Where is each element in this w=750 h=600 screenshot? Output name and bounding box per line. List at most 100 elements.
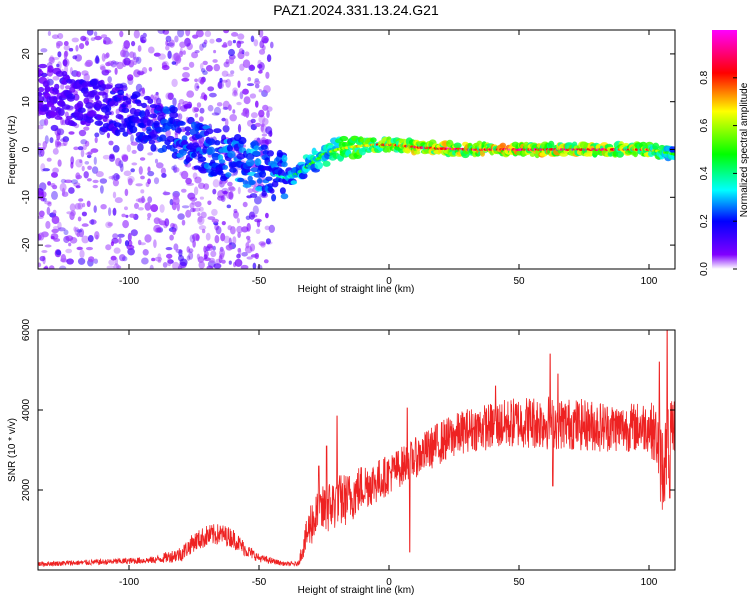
- heatmap-scatter-blob: [186, 246, 191, 253]
- heatmap-scatter-blob: [171, 61, 177, 65]
- heatmap-scatter-blob: [93, 258, 99, 264]
- heatmap-scatter-blob: [57, 159, 62, 167]
- heatmap-scatter-blob: [149, 264, 154, 269]
- x-tick-label: 0: [386, 276, 392, 287]
- heatmap-ridge-blob: [298, 172, 308, 180]
- heatmap-scatter-blob: [206, 243, 213, 249]
- heatmap-scatter-blob: [105, 221, 112, 229]
- heatmap-scatter-blob: [243, 96, 251, 105]
- heatmap-scatter-blob: [167, 257, 172, 267]
- heatmap-scatter-blob: [250, 118, 256, 124]
- heatmap-scatter-blob: [212, 245, 216, 251]
- heatmap-scatter-blob: [106, 132, 110, 139]
- heatmap-scatter-blob: [190, 207, 195, 213]
- heatmap-scatter-blob: [131, 40, 136, 47]
- heatmap-scatter-blob: [175, 56, 181, 62]
- heatmap-scatter-blob: [155, 91, 159, 96]
- heatmap-ridge-blob: [65, 115, 73, 120]
- heatmap-scatter-blob: [263, 37, 269, 44]
- heatmap-x-ticks: -100 -50 0 50 100: [119, 30, 658, 287]
- heatmap-scatter-blob: [177, 213, 185, 220]
- heatmap-scatter-blob: [259, 40, 265, 49]
- x-tick-label: -100: [119, 577, 139, 588]
- heatmap-scatter-blob: [198, 225, 207, 231]
- heatmap-scatter-blob: [62, 187, 65, 197]
- heatmap-ridge-blob: [38, 63, 48, 69]
- heatmap-ridge-blob: [76, 100, 84, 109]
- heatmap-scatter-blob: [39, 255, 46, 262]
- heatmap-scatter-blob: [68, 242, 72, 247]
- heatmap-scatter-blob: [52, 76, 60, 81]
- heatmap-scatter-blob: [238, 48, 244, 55]
- heatmap-scatter-blob: [75, 185, 81, 189]
- heatmap-ridge-blob: [236, 153, 246, 160]
- heatmap-scatter-blob: [220, 233, 226, 242]
- heatmap-scatter-blob: [51, 215, 60, 225]
- heatmap-scatter-blob: [185, 209, 192, 218]
- heatmap-scatter-blob: [196, 85, 200, 89]
- heatmap-scatter-blob: [248, 211, 255, 220]
- heatmap-scatter-blob: [51, 228, 59, 234]
- heatmap-ridge-blob: [121, 107, 130, 114]
- heatmap-scatter-blob: [186, 90, 195, 98]
- heatmap-scatter-blob: [205, 65, 213, 72]
- heatmap-scatter-blob: [80, 149, 85, 158]
- heatmap-scatter-blob: [221, 221, 226, 226]
- heatmap-scatter-blob: [242, 88, 249, 95]
- heatmap-scatter-blob: [64, 85, 71, 90]
- heatmap-scatter-blob: [64, 111, 69, 118]
- heatmap-scatter-blob: [199, 142, 204, 148]
- heatmap-scatter-blob: [221, 70, 229, 77]
- heatmap-ridge-blob: [174, 127, 182, 134]
- heatmap-scatter-blob: [199, 78, 205, 85]
- y-tick-label: -20: [21, 237, 32, 252]
- heatmap-scatter-blob: [247, 188, 254, 193]
- snr-panel: -100 -50 0 50 100 2000 4000 6000 Height of str…: [7, 318, 676, 596]
- heatmap-scatter-blob: [175, 55, 182, 64]
- heatmap-scatter-blob: [83, 73, 90, 82]
- heatmap-scatter-blob: [172, 196, 180, 206]
- heatmap-scatter-blob: [53, 238, 61, 242]
- heatmap-ridge-blob: [197, 156, 207, 162]
- heatmap-scatter-blob: [44, 118, 49, 126]
- heatmap-scatter-blob: [77, 146, 84, 151]
- heatmap-scatter-blob: [51, 171, 58, 178]
- heatmap-ridge-blob: [91, 79, 98, 86]
- heatmap-scatter-blob: [240, 264, 249, 269]
- heatmap-scatter-blob: [123, 40, 130, 49]
- heatmap-scatter-blob: [73, 182, 81, 187]
- heatmap-scatter-blob: [225, 244, 233, 251]
- heatmap-scatter-blob: [253, 39, 259, 47]
- heatmap-ridge-blob: [247, 179, 256, 186]
- heatmap-ridge-blob: [242, 180, 249, 186]
- heatmap-scatter-blob: [219, 248, 226, 258]
- heatmap-ridge-blob: [70, 122, 78, 127]
- heatmap-scatter-blob: [172, 164, 178, 174]
- heatmap-scatter-blob: [234, 258, 243, 267]
- heatmap-scatter-blob: [167, 50, 172, 59]
- heatmap-scatter-blob: [195, 30, 204, 38]
- heatmap-scatter-blob: [83, 171, 89, 179]
- heatmap-ridge-blob: [453, 142, 462, 149]
- heatmap-scatter-blob: [258, 49, 266, 55]
- heatmap-scatter-blob: [46, 206, 51, 215]
- heatmap-scatter-blob: [51, 190, 58, 200]
- colorbar-label: Normalized spectral amplitude: [739, 82, 750, 217]
- heatmap-scatter-blob: [121, 213, 126, 218]
- heatmap-scatter-blob: [144, 202, 151, 211]
- heatmap-scatter-blob: [94, 136, 98, 144]
- heatmap-scatter-blob: [204, 30, 212, 37]
- heatmap-scatter-blob: [182, 50, 186, 55]
- heatmap-scatter-blob: [148, 46, 155, 54]
- heatmap-ridge-blob: [314, 161, 323, 170]
- heatmap-scatter-blob: [162, 262, 168, 268]
- heatmap-scatter-blob: [211, 112, 220, 116]
- heatmap-scatter-blob: [209, 92, 217, 98]
- heatmap-scatter-blob: [116, 61, 124, 70]
- heatmap-scatter-blob: [182, 72, 190, 79]
- heatmap-scatter-blob: [257, 264, 263, 269]
- snr-series-line: [38, 330, 675, 567]
- heatmap-scatter-blob: [125, 214, 129, 218]
- heatmap-scatter-blob: [80, 35, 87, 42]
- y-tick-label: -10: [21, 190, 32, 205]
